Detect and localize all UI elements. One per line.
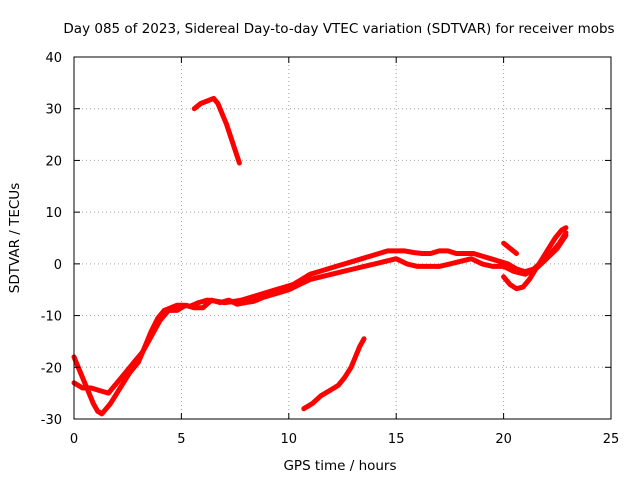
y-tick-label: -10	[41, 310, 62, 325]
x-tick-label: 5	[177, 432, 185, 447]
axis-ticks	[73, 56, 612, 420]
y-tick-label: 0	[54, 258, 62, 273]
y-tick-label: 40	[45, 51, 62, 66]
y-tick-label: -20	[41, 361, 62, 376]
series-track-5	[191, 95, 242, 166]
x-tick-label: 0	[70, 432, 78, 447]
x-tick-label: 15	[388, 432, 405, 447]
y-tick-label: -30	[41, 413, 62, 428]
x-tick-label: 10	[281, 432, 298, 447]
series-track-3	[501, 225, 569, 292]
x-tick-label: 25	[603, 432, 620, 447]
y-tick-label: 30	[45, 103, 62, 118]
x-axis-title: GPS time / hours	[283, 458, 396, 474]
tick-labels: 0 5 10 15 20 25 -30 -20 -10 0 10 20 30 40	[41, 51, 620, 447]
chart-title: Day 085 of 2023, Sidereal Day-to-day VTE…	[63, 21, 614, 37]
plot-frame	[73, 56, 612, 420]
series-track-4	[501, 240, 519, 256]
series-track-2	[71, 232, 569, 396]
series-track-6	[301, 336, 367, 412]
grid	[74, 57, 611, 419]
series-track-1	[71, 230, 569, 417]
y-tick-label: 20	[45, 154, 62, 169]
y-tick-label: 10	[45, 206, 62, 221]
y-axis-title: SDTVAR / TECUs	[7, 183, 23, 293]
data-series	[71, 95, 569, 417]
x-tick-label: 20	[495, 432, 512, 447]
